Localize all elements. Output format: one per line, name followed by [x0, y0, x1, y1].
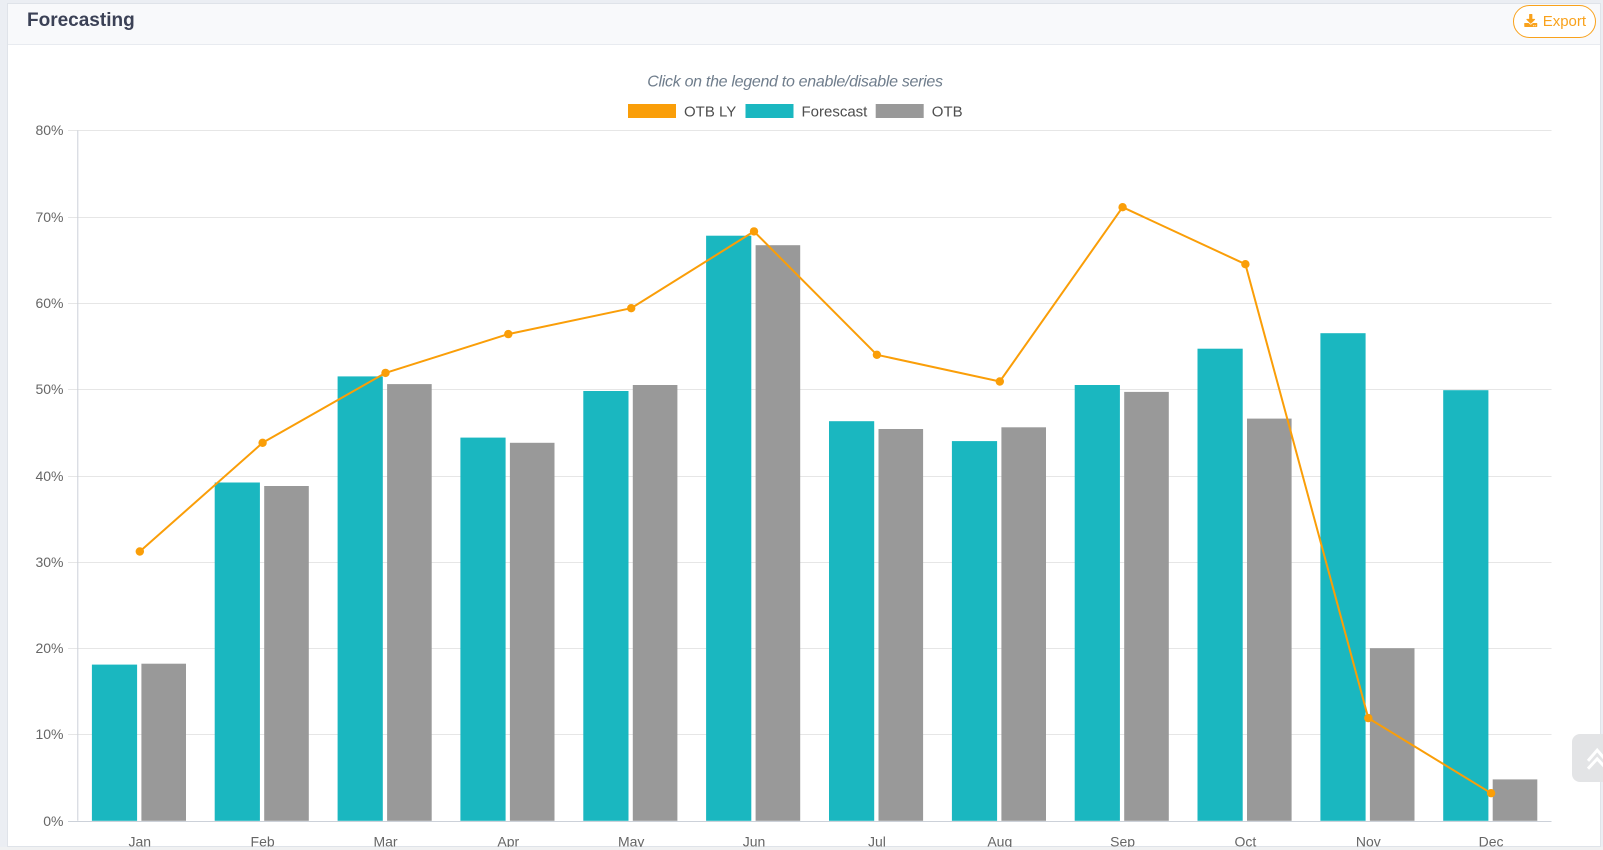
svg-text:30%: 30% [35, 554, 63, 570]
svg-text:Jan: Jan [129, 833, 152, 847]
svg-text:OTB: OTB [932, 104, 963, 121]
svg-text:70%: 70% [35, 209, 63, 225]
svg-text:Dec: Dec [1479, 833, 1504, 847]
svg-text:Nov: Nov [1356, 833, 1381, 847]
svg-text:40%: 40% [35, 468, 63, 484]
svg-text:Click on the legend to enable/: Click on the legend to enable/disable se… [647, 74, 943, 91]
svg-text:Oct: Oct [1235, 833, 1257, 847]
svg-text:20%: 20% [35, 640, 63, 656]
svg-text:Jun: Jun [743, 833, 766, 847]
svg-text:50%: 50% [35, 381, 63, 397]
svg-text:Forescast: Forescast [802, 104, 869, 121]
svg-text:80%: 80% [35, 122, 63, 138]
svg-text:10%: 10% [35, 726, 63, 742]
svg-text:Feb: Feb [251, 833, 275, 847]
svg-text:OTB LY: OTB LY [684, 104, 736, 121]
svg-text:May: May [618, 833, 644, 847]
svg-text:Sep: Sep [1110, 833, 1135, 847]
svg-text:Mar: Mar [373, 833, 397, 847]
svg-text:Jul: Jul [868, 833, 886, 847]
svg-text:60%: 60% [35, 295, 63, 311]
svg-text:Aug: Aug [987, 833, 1012, 847]
svg-text:0%: 0% [43, 813, 63, 829]
svg-text:Apr: Apr [497, 833, 519, 847]
